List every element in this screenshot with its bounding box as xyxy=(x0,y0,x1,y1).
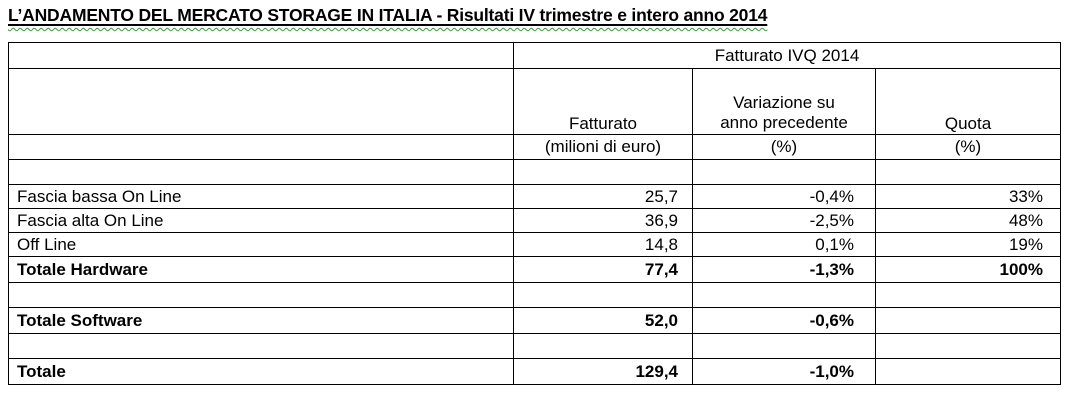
empty-cell xyxy=(8,68,514,135)
row-label: Totale Software xyxy=(8,307,514,334)
cell-variazione: 0,1% xyxy=(692,232,876,257)
row-label: Fascia bassa On Line xyxy=(8,184,514,209)
cell-quota: 100% xyxy=(875,256,1061,283)
empty-cell xyxy=(8,42,514,69)
cell-fatturato: 36,9 xyxy=(513,208,693,233)
title-underline: L’ANDAMENTO DEL MERCATO STORAGE IN ITALI… xyxy=(8,5,767,25)
cell-quota: 33% xyxy=(875,184,1061,209)
column-header-quota: Quota xyxy=(875,68,1061,135)
units-row: (milioni di euro) (%) (%) xyxy=(8,134,1061,160)
spacer-row xyxy=(8,159,1061,185)
row-label: Fascia alta On Line xyxy=(8,208,514,233)
empty-cell xyxy=(8,333,514,359)
title-text: L’ANDAMENTO DEL MERCATO STORAGE IN ITALI… xyxy=(8,5,768,25)
row-fascia-bassa-on-line: Fascia bassa On Line 25,7 -0,4% 33% xyxy=(8,184,1061,209)
cell-variazione: -0,4% xyxy=(692,184,876,209)
unit-fatturato: (milioni di euro) xyxy=(513,134,693,160)
empty-cell xyxy=(875,333,1061,359)
cell-variazione: -1,0% xyxy=(692,358,876,385)
empty-cell xyxy=(692,159,876,185)
spacer-row xyxy=(8,282,1061,308)
row-totale-hardware: Totale Hardware 77,4 -1,3% 100% xyxy=(8,256,1061,283)
cell-quota: 48% xyxy=(875,208,1061,233)
row-off-line: Off Line 14,8 0,1% 19% xyxy=(8,232,1061,257)
empty-cell xyxy=(513,159,693,185)
empty-cell xyxy=(513,282,693,308)
row-label: Off Line xyxy=(8,232,514,257)
empty-cell xyxy=(875,159,1061,185)
group-header-cell: Fatturato IVQ 2014 xyxy=(513,42,1061,69)
row-fascia-alta-on-line: Fascia alta On Line 36,9 -2,5% 48% xyxy=(8,208,1061,233)
cell-variazione: -0,6% xyxy=(692,307,876,334)
cell-quota: 19% xyxy=(875,232,1061,257)
cell-fatturato: 14,8 xyxy=(513,232,693,257)
row-label: Totale xyxy=(8,358,514,385)
storage-market-table: Fatturato IVQ 2014 Fatturato Variazione … xyxy=(8,42,1061,385)
empty-cell xyxy=(513,333,693,359)
empty-cell xyxy=(692,333,876,359)
cell-fatturato: 52,0 xyxy=(513,307,693,334)
empty-cell xyxy=(692,282,876,308)
cell-quota xyxy=(875,358,1061,385)
cell-variazione: -2,5% xyxy=(692,208,876,233)
empty-cell xyxy=(8,282,514,308)
empty-cell xyxy=(8,159,514,185)
cell-variazione: -1,3% xyxy=(692,256,876,283)
spacer-row xyxy=(8,333,1061,359)
row-totale: Totale 129,4 -1,0% xyxy=(8,358,1061,385)
column-header-row: Fatturato Variazione su anno precedente … xyxy=(8,68,1061,135)
column-header-fatturato: Fatturato xyxy=(513,68,693,135)
column-header-variazione: Variazione su anno precedente xyxy=(692,68,876,135)
unit-variazione: (%) xyxy=(692,134,876,160)
cell-fatturato: 25,7 xyxy=(513,184,693,209)
group-header-row: Fatturato IVQ 2014 xyxy=(8,42,1061,69)
cell-fatturato: 129,4 xyxy=(513,358,693,385)
empty-cell xyxy=(875,282,1061,308)
document-page: L’ANDAMENTO DEL MERCATO STORAGE IN ITALI… xyxy=(8,5,1066,385)
cell-fatturato: 77,4 xyxy=(513,256,693,283)
row-label: Totale Hardware xyxy=(8,256,514,283)
page-title: L’ANDAMENTO DEL MERCATO STORAGE IN ITALI… xyxy=(8,5,1066,26)
row-totale-software: Totale Software 52,0 -0,6% xyxy=(8,307,1061,334)
cell-quota xyxy=(875,307,1061,334)
empty-cell xyxy=(8,134,514,160)
unit-quota: (%) xyxy=(875,134,1061,160)
